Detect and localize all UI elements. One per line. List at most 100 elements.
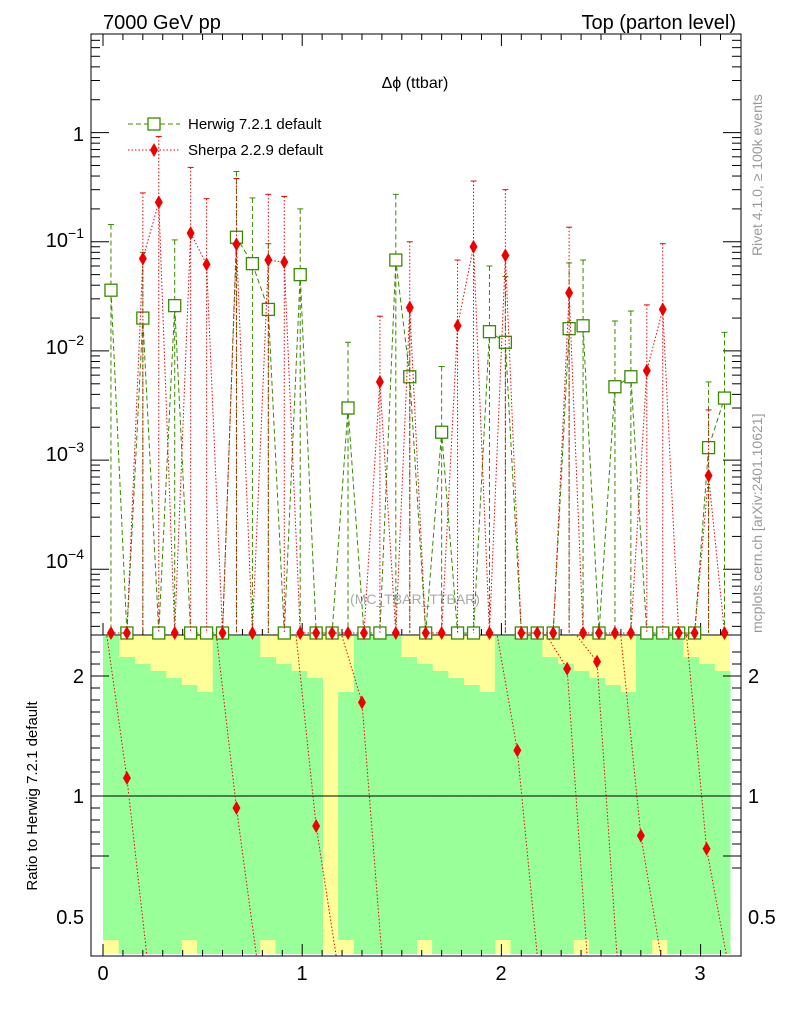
- ratio-point: [636, 828, 645, 843]
- ratio-y-ticklabels: 2 1 0.5 2 1 0.5: [56, 666, 776, 929]
- sherpa-series: [106, 136, 729, 640]
- ratio-band-green: [651, 636, 668, 940]
- ratio-band-green: [244, 636, 261, 954]
- ytick-1e-3: 10−3: [46, 439, 84, 466]
- axis-ticks: [91, 33, 741, 956]
- ratio-band-green: [557, 664, 574, 954]
- ratio-band-green: [416, 664, 433, 940]
- sherpa-point: [453, 318, 462, 333]
- xtick-2: 2: [495, 963, 506, 985]
- herwig-point: [293, 267, 307, 282]
- ratio-connector: [596, 661, 618, 957]
- herwig-point: [136, 311, 150, 325]
- herwig-point: [482, 325, 497, 339]
- ratio-band-green: [526, 636, 543, 954]
- sherpa-point: [658, 302, 667, 317]
- herwig-point: [245, 257, 260, 271]
- ratio-connector: [640, 835, 662, 957]
- ratio-band-green: [667, 636, 684, 954]
- herwig-point: [434, 425, 449, 439]
- ratio-band-green: [620, 692, 637, 954]
- main-y-ticklabels: 1 10−1 10−2 10−3 10−4: [46, 124, 84, 573]
- ratio-band-green: [212, 636, 229, 954]
- sherpa-point: [186, 226, 195, 241]
- sherpa-point: [328, 626, 337, 640]
- herwig-point: [373, 626, 387, 640]
- sherpa-point: [344, 626, 353, 640]
- sherpa-point: [533, 626, 542, 640]
- sherpa-point: [264, 253, 273, 268]
- ratio-point: [593, 654, 602, 669]
- sherpa-point: [579, 626, 588, 640]
- ratio-connector: [215, 635, 237, 809]
- ratio-connector: [106, 635, 128, 779]
- ratio-band-green: [150, 671, 167, 954]
- ratio-point: [513, 743, 522, 758]
- ratio-band-green: [635, 636, 653, 954]
- ytick-1e-4: 10−4: [46, 546, 84, 573]
- plot-title: Δϕ (ttbar): [382, 75, 449, 92]
- sherpa-point: [248, 626, 257, 640]
- sherpa-point: [154, 195, 163, 210]
- ratio-ytick-1-left: 1: [73, 786, 84, 808]
- ratio-bands: [103, 636, 731, 954]
- sherpa-point: [610, 626, 619, 640]
- ratio-point: [232, 801, 241, 815]
- sherpa-point: [375, 374, 384, 389]
- sherpa-point: [565, 285, 574, 300]
- ratio-band-green: [479, 692, 496, 954]
- herwig-point: [341, 401, 355, 415]
- ratio-band-green: [118, 657, 135, 954]
- sherpa-point: [232, 237, 241, 252]
- ratio-connector: [686, 635, 708, 849]
- sherpa-point: [437, 626, 446, 640]
- ratio-point: [702, 841, 711, 856]
- sherpa-point: [501, 248, 510, 263]
- herwig-line: [110, 235, 725, 634]
- sherpa-point: [517, 626, 526, 640]
- header-left: 7000 GeV pp: [103, 12, 221, 34]
- x-ticklabels: 0 1 2 3: [97, 963, 705, 985]
- ytick-1e-1: 10−1: [46, 225, 84, 252]
- xtick-0: 0: [97, 963, 108, 985]
- ratio-band-green: [400, 657, 417, 954]
- sherpa-point: [122, 626, 131, 640]
- mcplots-label: mcplots.cern.ch [arXiv:2401.10621]: [749, 414, 765, 633]
- ratio-band-green: [338, 692, 355, 940]
- ratio-ytick-1-right: 1: [748, 786, 759, 808]
- rivet-label: Rivet 4.1.0, ≥ 100k events: [749, 94, 765, 256]
- ratio-ytick-2-left: 2: [73, 666, 84, 688]
- sherpa-point: [170, 626, 179, 640]
- ratio-connector: [315, 825, 337, 957]
- ratio-connector: [361, 702, 383, 957]
- ratio-connector: [341, 635, 363, 703]
- ratio-band-green: [275, 664, 292, 954]
- sherpa-point: [359, 626, 368, 640]
- sherpa-point: [485, 626, 494, 640]
- ratio-band-green: [228, 636, 245, 954]
- ratio-band-green: [432, 671, 449, 954]
- sherpa-point: [202, 257, 211, 272]
- sherpa-point: [642, 363, 651, 378]
- herwig-point: [450, 626, 465, 640]
- sherpa-point: [312, 626, 321, 640]
- sherpa-point: [626, 626, 635, 640]
- sherpa-point: [106, 626, 115, 640]
- herwig-point: [104, 283, 118, 297]
- herwig-point: [389, 253, 403, 267]
- ratio-band-green: [165, 678, 182, 954]
- ratio-band-green: [588, 678, 606, 954]
- ratio-series: [106, 635, 728, 957]
- ratio-band-green: [134, 664, 151, 954]
- ratio-band-green: [463, 685, 480, 954]
- sherpa-point: [421, 626, 430, 640]
- sherpa-point: [704, 468, 713, 483]
- ratio-band-green: [259, 657, 276, 940]
- ratio-connector: [706, 848, 728, 957]
- sherpa-point: [720, 626, 729, 640]
- ratio-band-green: [447, 678, 465, 954]
- ratio-band-green: [353, 636, 370, 954]
- sherpa-point: [549, 626, 558, 640]
- ratio-band-green: [291, 671, 308, 954]
- sherpa-point: [674, 626, 683, 640]
